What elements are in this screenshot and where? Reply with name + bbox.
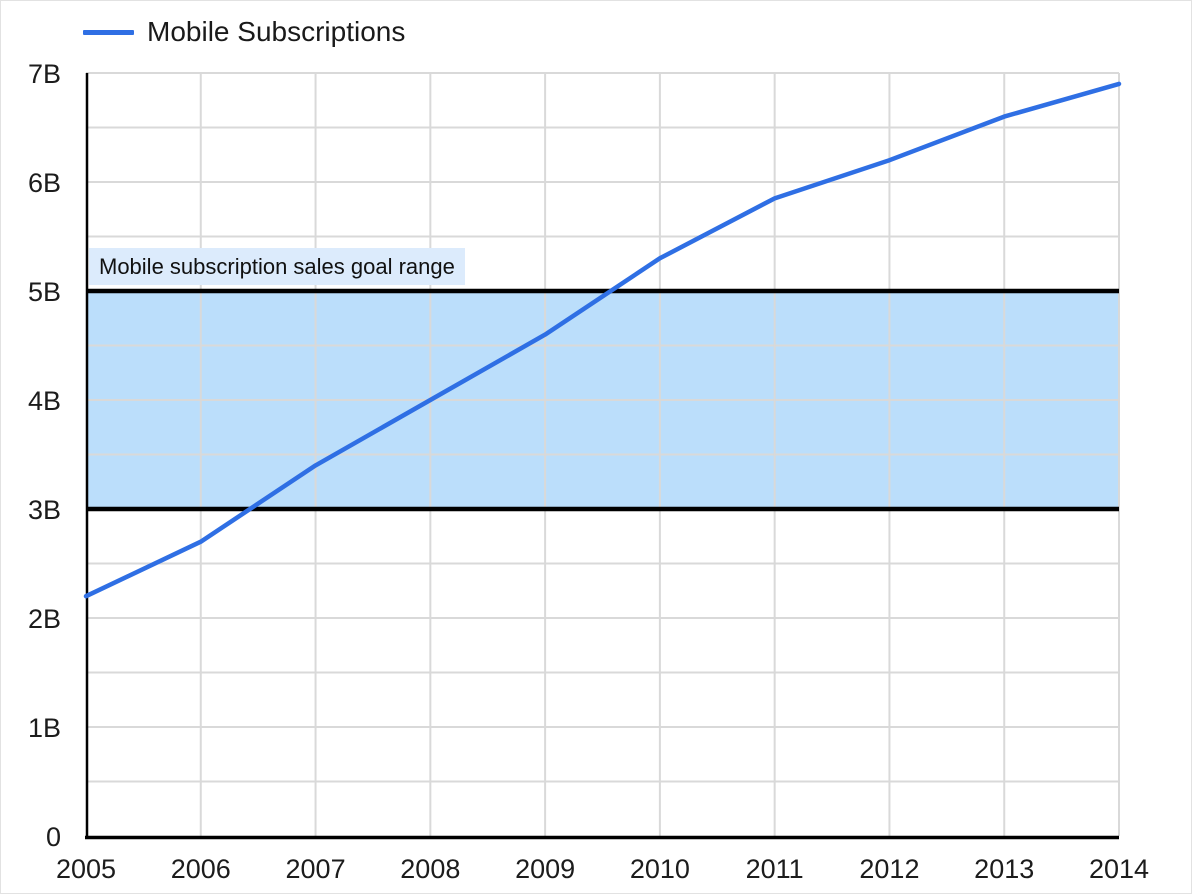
x-tick-label: 2008 xyxy=(400,854,460,884)
y-tick-label: 3B xyxy=(28,495,61,525)
x-tick-label: 2009 xyxy=(515,854,575,884)
y-tick-label: 5B xyxy=(28,277,61,307)
y-tick-label: 4B xyxy=(28,386,61,416)
x-tick-label: 2007 xyxy=(286,854,346,884)
x-tick-label: 2014 xyxy=(1089,854,1149,884)
y-tick-label: 1B xyxy=(28,713,61,743)
y-tick-label: 7B xyxy=(28,59,61,89)
x-tick-label: 2010 xyxy=(630,854,690,884)
x-tick-label: 2005 xyxy=(56,854,116,884)
legend: Mobile Subscriptions xyxy=(83,15,405,49)
goal-range-annotation: Mobile subscription sales goal range xyxy=(89,248,465,285)
y-tick-label: 0 xyxy=(46,822,61,852)
legend-line-swatch xyxy=(83,29,134,35)
x-tick-label: 2012 xyxy=(859,854,919,884)
y-tick-label: 6B xyxy=(28,168,61,198)
legend-label: Mobile Subscriptions xyxy=(147,16,406,47)
x-tick-label: 2013 xyxy=(974,854,1034,884)
x-tick-label: 2006 xyxy=(171,854,231,884)
y-tick-label: 2B xyxy=(28,604,61,634)
x-tick-label: 2011 xyxy=(746,854,804,884)
mobile-subscriptions-line xyxy=(83,81,1122,599)
